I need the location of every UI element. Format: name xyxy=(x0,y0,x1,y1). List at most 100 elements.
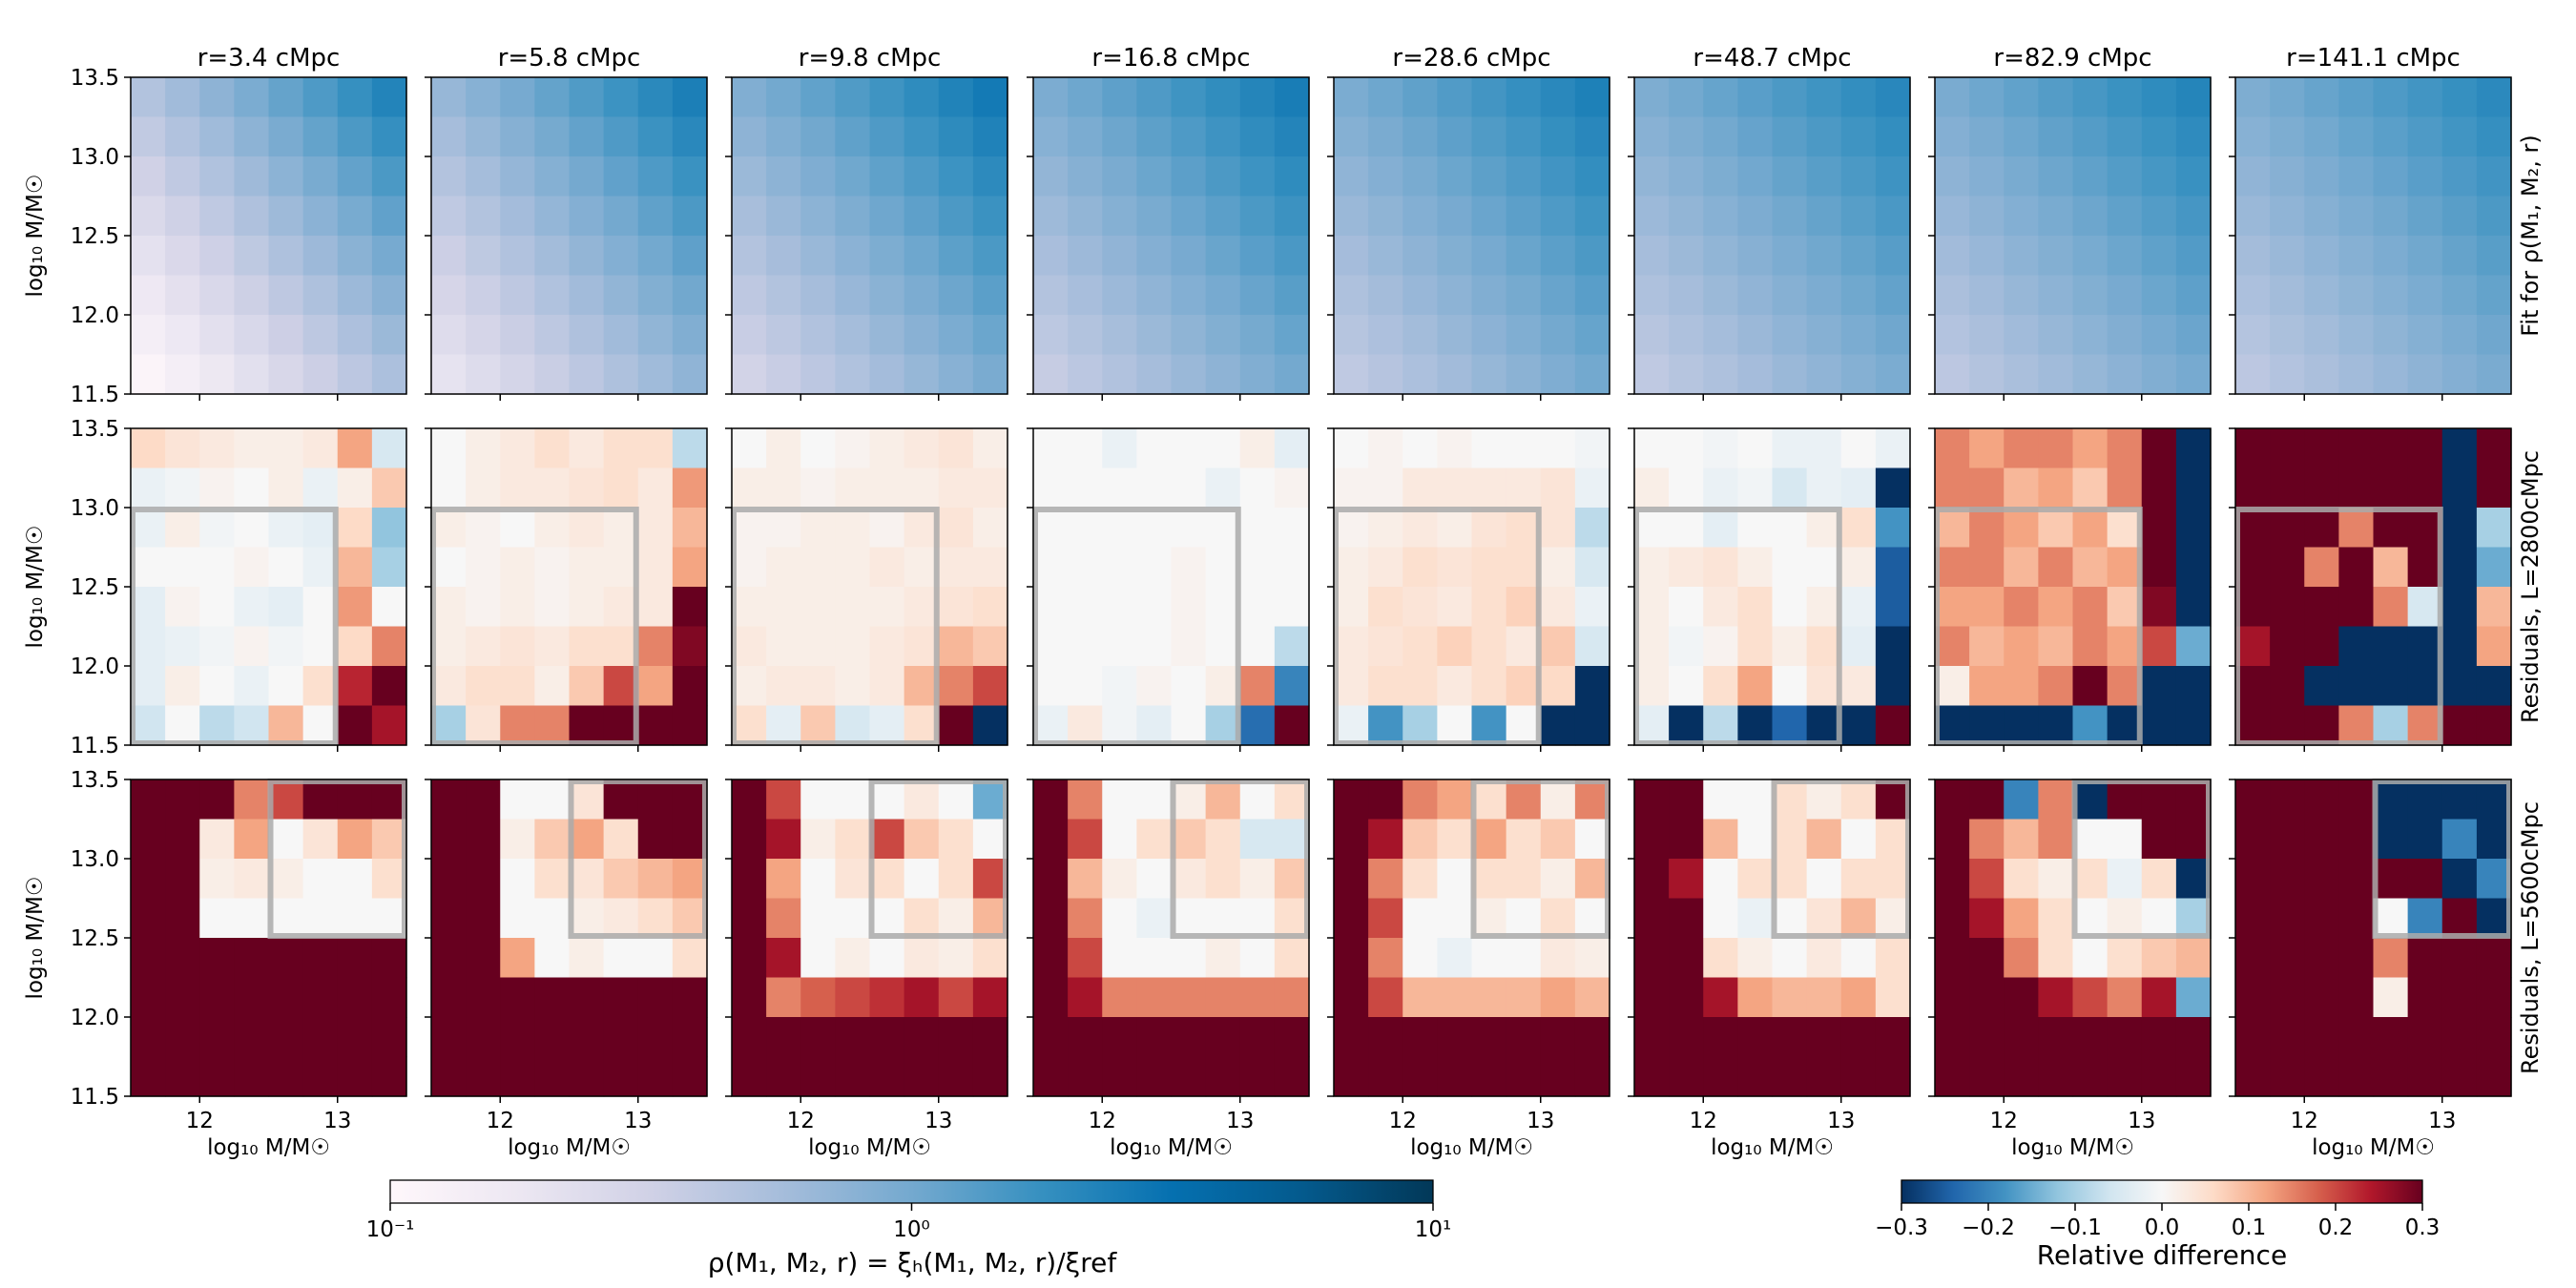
heatmap-cell xyxy=(534,705,571,746)
heatmap-cell xyxy=(1737,77,1774,118)
heatmap-cell xyxy=(1068,428,1103,469)
heatmap-cell xyxy=(1402,508,1438,549)
heatmap-cell xyxy=(1540,587,1576,628)
heatmap-cell xyxy=(500,779,535,821)
heatmap-cell xyxy=(1840,938,1877,979)
panel-title: r=28.6 cMpc xyxy=(1392,44,1550,73)
heatmap-cell xyxy=(2235,1056,2271,1097)
heatmap-cell xyxy=(1840,547,1877,588)
heatmap-cell xyxy=(199,275,235,316)
heatmap-cell xyxy=(1402,547,1438,588)
heatmap-cell xyxy=(637,587,674,628)
heatmap-cell xyxy=(131,508,166,549)
heatmap-cell xyxy=(500,275,535,316)
heatmap-cell xyxy=(1239,977,1276,1018)
panel-title: r=82.9 cMpc xyxy=(1993,44,2151,73)
heatmap-cell xyxy=(2476,547,2512,588)
heatmap-cell xyxy=(2338,196,2375,237)
heatmap-cell xyxy=(603,196,639,237)
heatmap-cell xyxy=(2304,977,2339,1018)
heatmap-cell xyxy=(1033,705,1069,746)
heatmap-cell xyxy=(766,428,801,469)
heatmap-cell xyxy=(2107,315,2143,356)
heatmap-cell xyxy=(2038,156,2074,197)
heatmap-cell xyxy=(268,898,304,939)
heatmap-cell xyxy=(1737,508,1774,549)
heatmap-cell xyxy=(1703,587,1738,628)
heatmap-cell xyxy=(1772,859,1808,900)
heatmap-cell xyxy=(337,428,373,469)
colorbar-residual-tick-label: −0.2 xyxy=(1962,1215,2015,1240)
heatmap-cell xyxy=(2235,275,2271,316)
heatmap-cell xyxy=(869,938,905,979)
heatmap-cell xyxy=(1274,1056,1310,1097)
heatmap-cell xyxy=(1540,1056,1576,1097)
heatmap-cell xyxy=(131,938,166,979)
heatmap-cell xyxy=(268,116,304,157)
heatmap-cell xyxy=(2373,77,2409,118)
heatmap-cell xyxy=(672,938,708,979)
heatmap-cell xyxy=(766,116,801,157)
heatmap-cell xyxy=(2373,666,2409,707)
heatmap-cell xyxy=(337,779,373,821)
heatmap-cell xyxy=(2072,977,2109,1018)
heatmap-cell xyxy=(672,779,708,821)
heatmap-cell xyxy=(131,666,166,707)
heatmap-cell xyxy=(337,508,373,549)
heatmap-cell xyxy=(2235,705,2271,746)
heatmap-cell xyxy=(165,156,200,197)
panel-res-l2800-5 xyxy=(1327,427,1610,752)
heatmap-cell xyxy=(1634,156,1670,197)
panel-res-l2800-2 xyxy=(425,427,708,752)
heatmap-cell xyxy=(2270,275,2305,316)
heatmap-cell xyxy=(603,859,639,900)
heatmap-cell xyxy=(1840,236,1877,277)
heatmap-cell xyxy=(1935,236,1970,277)
heatmap-cell xyxy=(1136,587,1173,628)
heatmap-cell xyxy=(2175,315,2212,356)
heatmap-cell xyxy=(1033,196,1069,237)
heatmap-cell xyxy=(2175,977,2212,1018)
heatmap-cell xyxy=(234,315,270,356)
heatmap-cell xyxy=(2235,354,2271,395)
heatmap-cell xyxy=(1703,428,1738,469)
heatmap-cell xyxy=(165,428,200,469)
heatmap-cell xyxy=(1703,938,1738,979)
heatmap-cell xyxy=(2304,275,2339,316)
heatmap-cell xyxy=(766,156,801,197)
panel-title: r=5.8 cMpc xyxy=(498,44,641,73)
heatmap-cell xyxy=(938,196,974,237)
heatmap-cell xyxy=(938,315,974,356)
heatmap-cell xyxy=(800,275,836,316)
heatmap-cell xyxy=(1506,116,1542,157)
heatmap-cell xyxy=(1737,666,1774,707)
heatmap-cell xyxy=(2235,938,2271,979)
heatmap-cell xyxy=(1669,977,1704,1018)
heatmap-cell xyxy=(1437,156,1473,197)
heatmap-cell xyxy=(2441,1056,2478,1097)
heatmap-cell xyxy=(431,508,467,549)
heatmap-cell xyxy=(2004,236,2039,277)
heatmap-cell xyxy=(1102,508,1137,549)
heatmap-cell xyxy=(904,467,940,509)
heatmap-cell xyxy=(603,898,639,939)
heatmap-cell xyxy=(466,467,501,509)
heatmap-cell xyxy=(2407,467,2443,509)
heatmap-cell xyxy=(1772,236,1808,277)
heatmap-cell xyxy=(904,1017,940,1058)
heatmap-cell xyxy=(732,236,767,277)
heatmap-cell xyxy=(2004,779,2039,821)
heatmap-cell xyxy=(268,467,304,509)
heatmap-cell xyxy=(672,1017,708,1058)
heatmap-cell xyxy=(1506,938,1542,979)
heatmap-cell xyxy=(1239,315,1276,356)
heatmap-cell xyxy=(1368,705,1403,746)
heatmap-cell xyxy=(2338,666,2375,707)
heatmap-cell xyxy=(1402,626,1438,667)
heatmap-cell xyxy=(869,236,905,277)
heatmap-cell xyxy=(1669,666,1704,707)
heatmap-cell xyxy=(1574,156,1610,197)
heatmap-cell xyxy=(1969,859,2005,900)
heatmap-cell xyxy=(2175,354,2212,395)
